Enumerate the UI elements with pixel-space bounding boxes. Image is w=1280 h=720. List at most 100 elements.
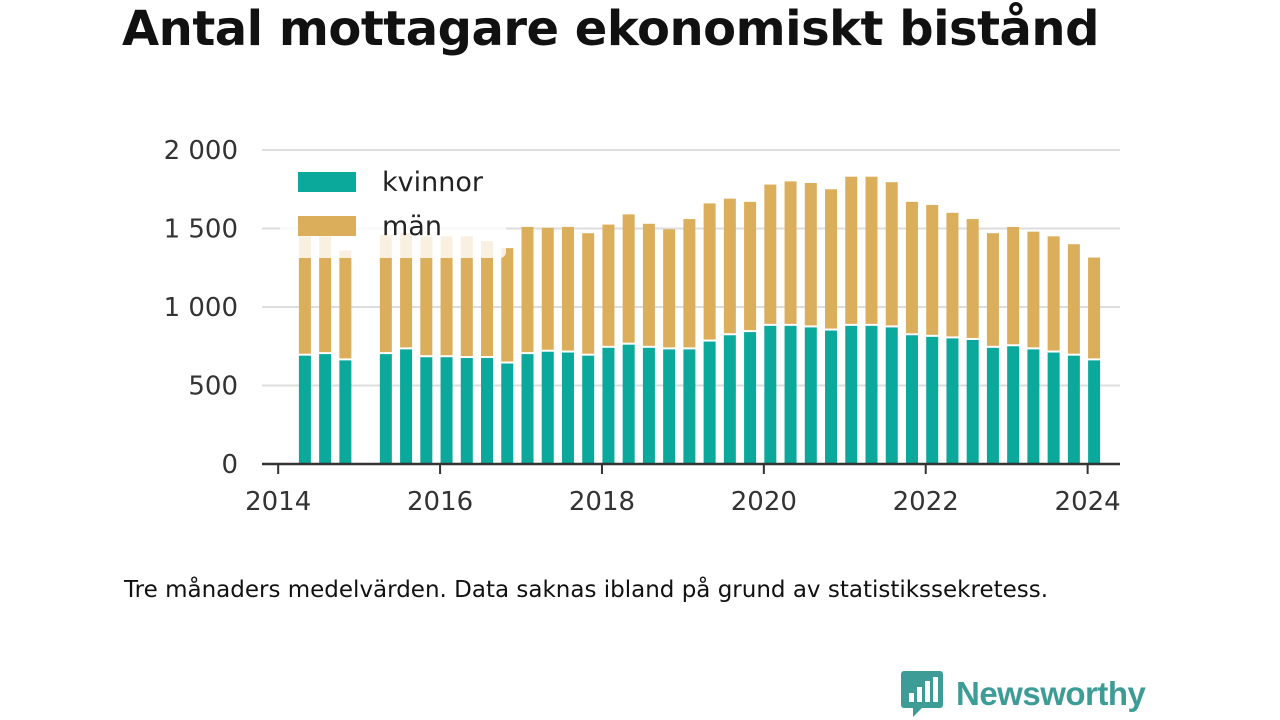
bar-man bbox=[298, 236, 311, 354]
bar-kvinnor bbox=[642, 347, 655, 464]
bar-kvinnor bbox=[379, 354, 392, 464]
bar-kvinnor bbox=[784, 325, 797, 464]
bar-kvinnor bbox=[561, 352, 574, 464]
bar-kvinnor bbox=[926, 336, 939, 464]
y-tick-label: 0 bbox=[221, 450, 238, 480]
x-tick-label: 2018 bbox=[569, 487, 635, 517]
bar-kvinnor bbox=[541, 351, 554, 464]
x-tick-label: 2022 bbox=[893, 487, 959, 517]
bar-kvinnor bbox=[420, 357, 433, 464]
bar-man bbox=[420, 236, 433, 356]
newsworthy-logo-icon bbox=[901, 671, 943, 717]
bar-kvinnor bbox=[1027, 349, 1040, 464]
x-tick-label: 2014 bbox=[245, 487, 311, 517]
bar-kvinnor bbox=[521, 354, 534, 464]
bar-kvinnor bbox=[986, 347, 999, 464]
bar-kvinnor bbox=[946, 338, 959, 464]
bar-man bbox=[460, 236, 473, 357]
x-tick-label: 2020 bbox=[731, 487, 797, 517]
x-tick-label: 2024 bbox=[1055, 487, 1121, 517]
chart-caption: Tre månaders medelvärden. Data saknas ib… bbox=[124, 577, 1049, 603]
bar-kvinnor bbox=[885, 327, 898, 464]
bar-man bbox=[703, 203, 716, 340]
bar-man bbox=[1007, 226, 1020, 345]
bar-man bbox=[481, 241, 494, 357]
brand-name: Newsworthy bbox=[956, 675, 1146, 712]
bar-man bbox=[926, 204, 939, 335]
bars bbox=[298, 176, 1101, 464]
bar-man bbox=[946, 212, 959, 337]
bar-man bbox=[663, 229, 676, 348]
bar-man bbox=[501, 248, 514, 362]
legend-swatch-kvinnor bbox=[298, 172, 356, 192]
bar-man bbox=[642, 223, 655, 346]
bar-kvinnor bbox=[481, 358, 494, 464]
bar-kvinnor bbox=[440, 357, 453, 464]
bar-man bbox=[1067, 244, 1080, 354]
bar-kvinnor bbox=[339, 360, 352, 464]
bar-kvinnor bbox=[683, 349, 696, 464]
bar-man bbox=[905, 201, 918, 334]
bar-man bbox=[582, 233, 595, 354]
legend: kvinnor män bbox=[280, 156, 506, 258]
bar-man bbox=[521, 226, 534, 353]
bar-man bbox=[319, 236, 332, 353]
bar-kvinnor bbox=[966, 339, 979, 464]
bar-man bbox=[966, 219, 979, 338]
bar-kvinnor bbox=[1007, 346, 1020, 464]
y-tick-label: 500 bbox=[188, 372, 238, 402]
legend-label: män bbox=[382, 211, 442, 242]
bar-man bbox=[622, 214, 635, 343]
bar-kvinnor bbox=[825, 330, 838, 464]
bar-man bbox=[541, 227, 554, 350]
bar-kvinnor bbox=[622, 344, 635, 464]
x-tick-label: 2016 bbox=[407, 487, 473, 517]
brand-logo[interactable]: Newsworthy bbox=[900, 668, 1146, 720]
bar-kvinnor bbox=[865, 325, 878, 464]
bar-man bbox=[1047, 236, 1060, 351]
bar-kvinnor bbox=[703, 341, 716, 464]
x-axis: 2014 2016 2018 2020 2022 2024 bbox=[245, 462, 1121, 517]
y-tick-label: 1 000 bbox=[164, 293, 238, 323]
y-axis-tick-labels: 0 500 1 000 1 500 2 000 bbox=[164, 136, 238, 480]
bar-kvinnor bbox=[663, 349, 676, 464]
bar-man bbox=[865, 176, 878, 324]
stacked-bar-chart: 0 500 1 000 1 500 2 000 2014 2016 2018 2020 2022… bbox=[164, 136, 1121, 517]
bar-kvinnor bbox=[602, 347, 615, 464]
legend-label: kvinnor bbox=[382, 167, 484, 198]
bar-kvinnor bbox=[905, 335, 918, 464]
bar-kvinnor bbox=[804, 327, 817, 464]
bar-kvinnor bbox=[1067, 355, 1080, 464]
bar-kvinnor bbox=[1088, 360, 1101, 464]
bar-man bbox=[804, 182, 817, 326]
bar-man bbox=[845, 176, 858, 324]
bar-kvinnor bbox=[845, 325, 858, 464]
bar-man bbox=[1088, 257, 1101, 359]
bar-man bbox=[825, 189, 838, 329]
bar-man bbox=[440, 236, 453, 356]
bar-man bbox=[683, 219, 696, 348]
bar-man bbox=[764, 184, 777, 324]
bar-kvinnor bbox=[1047, 352, 1060, 464]
bar-kvinnor bbox=[298, 355, 311, 464]
legend-swatch-man bbox=[298, 216, 356, 236]
bar-man bbox=[602, 224, 615, 346]
bar-man bbox=[400, 233, 413, 348]
bar-man bbox=[561, 226, 574, 351]
bar-kvinnor bbox=[744, 332, 757, 464]
bar-man bbox=[744, 201, 757, 331]
bar-kvinnor bbox=[400, 349, 413, 464]
bar-kvinnor bbox=[501, 363, 514, 464]
bar-kvinnor bbox=[723, 335, 736, 464]
y-tick-label: 2 000 bbox=[164, 136, 238, 166]
bar-man bbox=[379, 234, 392, 353]
bar-kvinnor bbox=[319, 354, 332, 464]
bar-kvinnor bbox=[764, 325, 777, 464]
bar-man bbox=[1027, 231, 1040, 348]
y-tick-label: 1 500 bbox=[164, 215, 238, 245]
bar-man bbox=[986, 233, 999, 346]
bar-man bbox=[885, 182, 898, 326]
bar-kvinnor bbox=[582, 355, 595, 464]
bar-man bbox=[723, 198, 736, 334]
bar-kvinnor bbox=[460, 358, 473, 464]
